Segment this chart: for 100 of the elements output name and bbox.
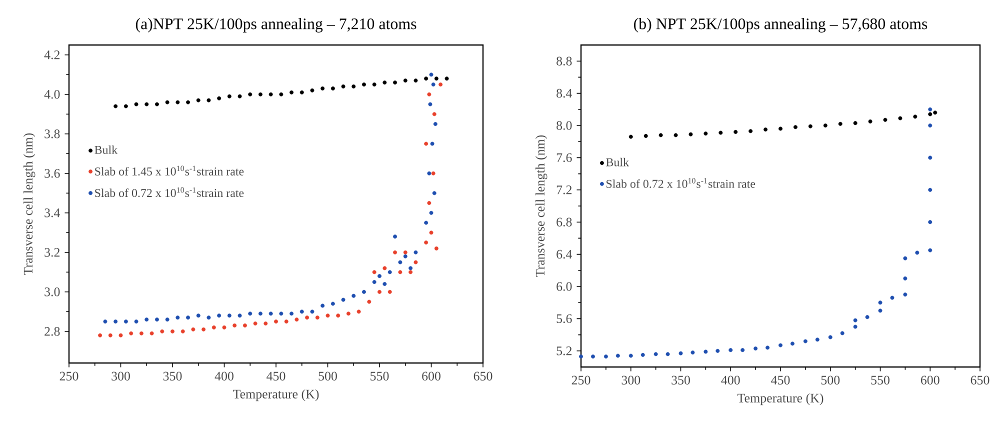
point [853, 318, 858, 322]
point [840, 331, 844, 336]
point [616, 354, 620, 358]
point [928, 107, 932, 112]
point [427, 201, 432, 206]
y-tick-label: 7.2 [556, 186, 572, 194]
x-tick-label: 650 [970, 376, 990, 385]
legend-label: Bulk [606, 158, 629, 166]
point [202, 327, 206, 332]
point [913, 114, 918, 119]
point [253, 322, 258, 326]
point [778, 126, 782, 131]
point [815, 338, 820, 342]
point [320, 304, 325, 308]
point [154, 318, 159, 322]
point [658, 133, 663, 138]
point [356, 310, 361, 314]
point [408, 270, 413, 274]
y-tick-label: 2.8 [44, 327, 60, 336]
point [367, 300, 372, 304]
x-tick-label: 350 [163, 372, 182, 381]
y-tick-label: 8.0 [556, 121, 572, 130]
point [688, 132, 693, 136]
point [191, 327, 196, 332]
point [315, 316, 320, 320]
point [398, 260, 402, 264]
point [431, 171, 436, 176]
point [915, 250, 920, 255]
point [393, 80, 398, 85]
point [865, 315, 870, 320]
point [674, 133, 678, 138]
point [704, 132, 708, 136]
point [764, 128, 768, 132]
point [403, 254, 408, 258]
x-tick-label: 650 [474, 372, 492, 381]
point [108, 333, 112, 338]
point [868, 119, 872, 124]
point [294, 318, 299, 322]
point [640, 352, 645, 357]
point [362, 82, 366, 86]
point [227, 94, 232, 98]
point [424, 220, 428, 225]
point [628, 354, 633, 358]
point [242, 323, 247, 328]
point [154, 102, 159, 106]
point [431, 82, 436, 86]
legend-label: Slab of 0.72 x 10$^{10}$s$^{-1}$strain rate [95, 187, 244, 198]
point [438, 82, 443, 86]
y-tick-label: 3.2 [44, 248, 60, 257]
x-tick-label: 600 [422, 372, 440, 381]
x-tick-label: 250 [60, 372, 78, 381]
point [403, 78, 408, 83]
point [928, 188, 932, 192]
point [828, 335, 832, 340]
point [429, 230, 434, 235]
x-tick-label: 500 [821, 376, 840, 385]
point [134, 320, 138, 324]
point [403, 250, 408, 254]
point [114, 320, 118, 324]
point [232, 323, 237, 328]
point [728, 348, 733, 352]
chart-title: (a)NPT 25K/100ps annealing – 7,210 atoms [136, 18, 416, 33]
point [258, 312, 262, 316]
point [704, 350, 708, 354]
legend-label: Slab of 0.72 x 10$^{10}$s$^{-1}$strain rate [606, 178, 756, 188]
point [898, 116, 902, 120]
point [444, 76, 449, 81]
x-tick-label: 600 [920, 376, 940, 385]
point [748, 129, 753, 134]
point [590, 354, 595, 359]
point [778, 343, 782, 348]
x-tick-label: 350 [672, 376, 690, 385]
point [928, 156, 932, 160]
point [274, 320, 278, 324]
point [838, 122, 842, 126]
point [754, 346, 758, 350]
point [666, 352, 670, 356]
point [176, 316, 180, 320]
y-tick-label: 3.4 [44, 208, 60, 218]
point [434, 246, 438, 250]
point [424, 142, 428, 146]
point [678, 351, 683, 356]
point [98, 333, 102, 338]
point [408, 266, 413, 270]
point [310, 310, 314, 314]
point [883, 118, 888, 122]
point [803, 339, 808, 344]
point [258, 92, 262, 96]
y-tick-label: 5.2 [556, 346, 572, 356]
point [903, 256, 908, 260]
point [227, 314, 232, 318]
point [279, 92, 284, 96]
y-tick-label: 4.2 [44, 50, 60, 60]
x-tick-label: 550 [871, 376, 890, 385]
legend-label: Bulk [94, 146, 118, 154]
point [238, 94, 242, 98]
point [928, 220, 932, 224]
point [382, 282, 387, 286]
point [579, 354, 583, 359]
point [628, 134, 633, 139]
